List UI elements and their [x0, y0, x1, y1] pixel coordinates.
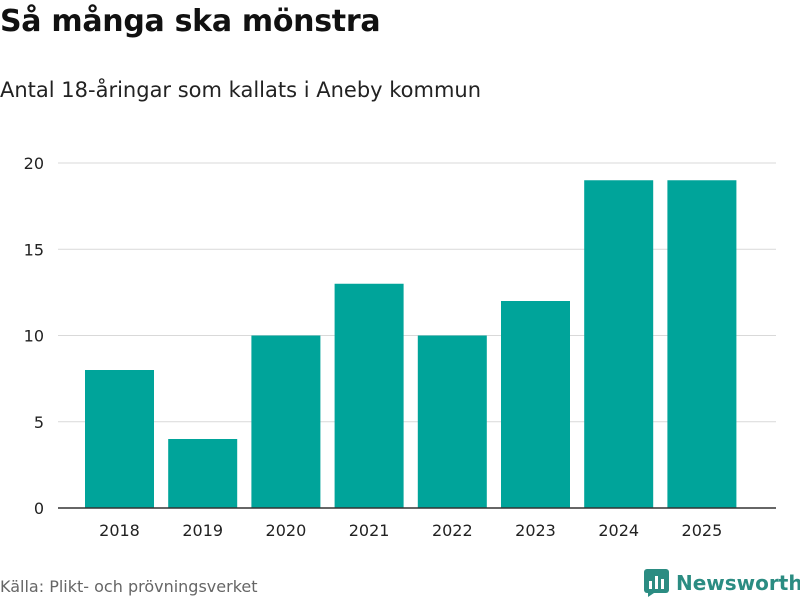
bar-2022: [417, 335, 487, 508]
x-tick-label: 2022: [432, 521, 473, 540]
newsworthy-logo: Newsworthy: [644, 568, 800, 598]
y-tick-label: 15: [24, 240, 44, 259]
x-tick-label: 2025: [682, 521, 723, 540]
bars: [85, 180, 737, 508]
bar-2020: [251, 335, 321, 508]
bar-2021: [334, 283, 404, 508]
y-tick-label: 10: [24, 327, 44, 346]
chart-title: Så många ska mönstra: [0, 4, 381, 39]
bar-2023: [501, 301, 570, 508]
bar-2019: [168, 439, 238, 508]
bar-chart: 0 5 10 15 20 2018 2019 2020 2021 2022 2023 2024 202…: [24, 154, 776, 540]
x-tick-label: 2024: [598, 521, 639, 540]
x-tick-label: 2018: [99, 521, 140, 540]
x-tick-label: 2019: [182, 521, 223, 540]
x-axis-tick-labels: 2018 2019 2020 2021 2022 2023 2024 2025: [99, 521, 722, 540]
bar-2018: [85, 370, 154, 508]
x-tick-label: 2023: [515, 521, 556, 540]
x-tick-label: 2021: [349, 521, 390, 540]
source-note: Källa: Plikt- och prövningsverket: [0, 577, 258, 596]
y-tick-label: 5: [34, 413, 44, 432]
bar-chart-icon: [644, 569, 669, 597]
y-tick-label: 20: [24, 154, 44, 173]
logo-text: Newsworthy: [676, 571, 800, 595]
bar-2025: [667, 180, 737, 508]
chart-subtitle: Antal 18-åringar som kallats i Aneby kom…: [0, 78, 482, 102]
bar-2024: [584, 180, 654, 508]
y-tick-label: 0: [34, 499, 44, 518]
y-axis-tick-labels: 0 5 10 15 20: [24, 154, 44, 518]
x-tick-label: 2020: [266, 521, 307, 540]
grid-lines: [58, 162, 776, 423]
